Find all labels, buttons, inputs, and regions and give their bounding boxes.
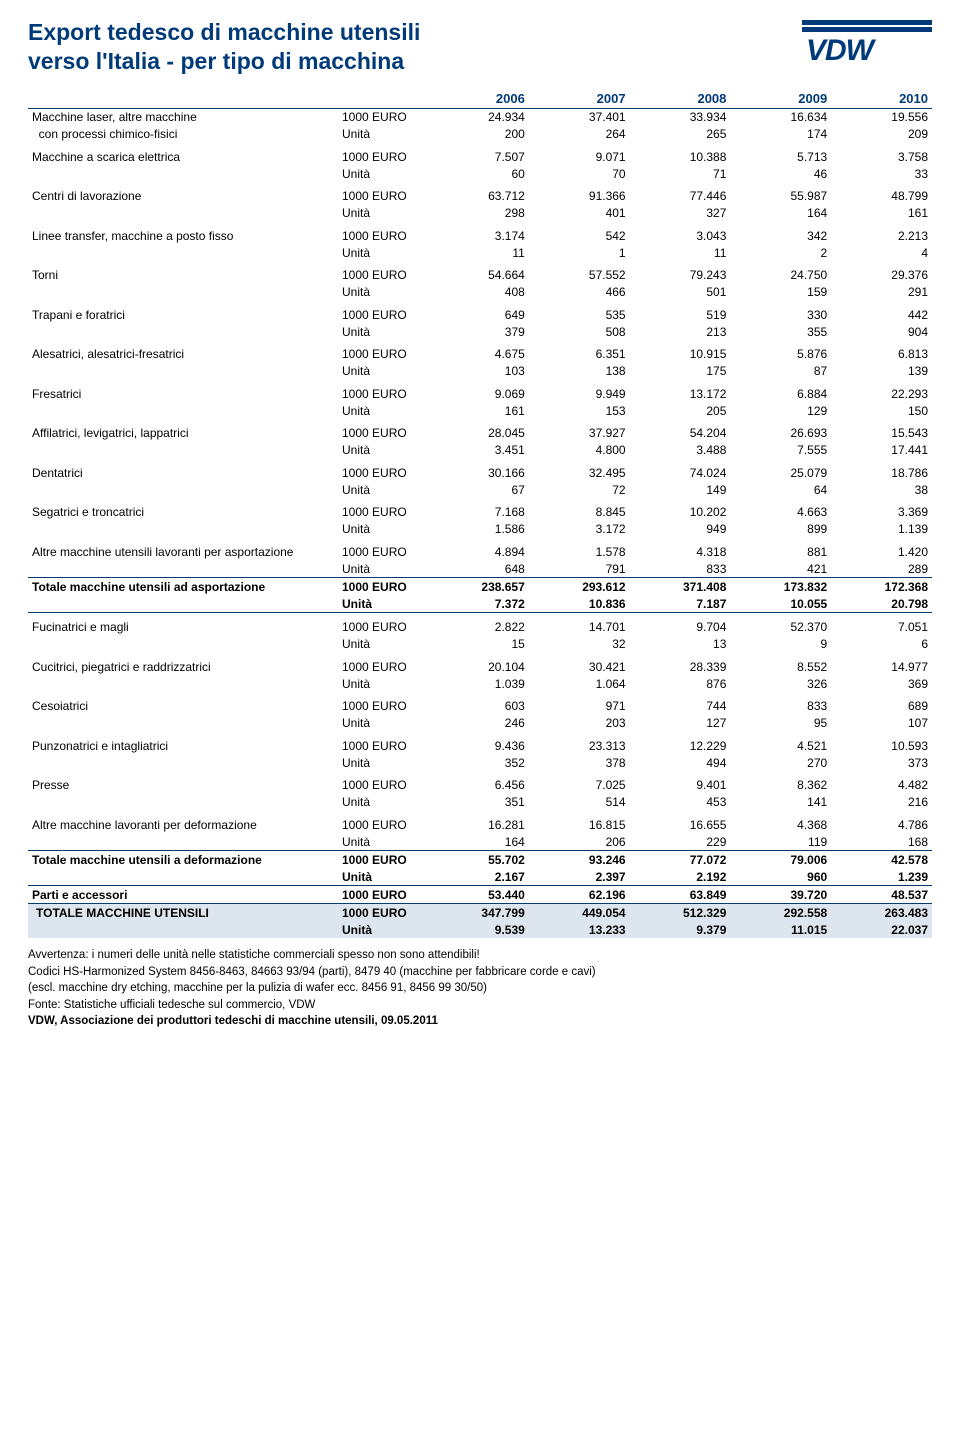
table-row: Unità1.0391.064876326369: [28, 675, 932, 692]
table-row: Presse1000 EURO6.4567.0259.4018.3624.482: [28, 771, 932, 794]
table-row: Unità351514453141216: [28, 794, 932, 811]
table-row: Unità1111124: [28, 244, 932, 261]
table-row: Unità15321396: [28, 636, 932, 653]
table-row: Trapani e foratrici1000 EURO649535519330…: [28, 301, 932, 324]
table-row: Unità6070714633: [28, 165, 932, 182]
footnote-line: Codici HS-Harmonized System 8456-8463, 8…: [28, 965, 932, 981]
year-header: 2007: [529, 90, 630, 109]
table-row: Unità1.5863.1729498991.139: [28, 521, 932, 538]
table-row: Punzonatrici e intagliatrici1000 EURO9.4…: [28, 732, 932, 755]
title-block: Export tedesco di macchine utensili vers…: [28, 18, 420, 76]
table-body: Macchine laser, altre macchine1000 EURO2…: [28, 108, 932, 938]
table-row: Unità648791833421289: [28, 560, 932, 578]
footnotes: Avvertenza: i numeri delle unità nelle s…: [28, 948, 932, 1030]
data-table: 2006 2007 2008 2009 2010 Macchine laser,…: [28, 90, 932, 939]
subtotal-row: Unità2.1672.3972.1929601.239: [28, 868, 932, 886]
grand-total-row: Unità9.53913.2339.37911.01522.037: [28, 921, 932, 938]
footnote-line: Avvertenza: i numeri delle unità nelle s…: [28, 948, 932, 964]
table-row: Unità379508213355904: [28, 323, 932, 340]
grand-total-row: TOTALE MACCHINE UTENSILI1000 EURO347.799…: [28, 904, 932, 922]
table-row: Cucitrici, piegatrici e raddrizzatrici10…: [28, 653, 932, 676]
table-row: Unità3.4514.8003.4887.55517.441: [28, 442, 932, 459]
table-row: Fresatrici1000 EURO9.0699.94913.1726.884…: [28, 380, 932, 403]
table-row: Unità298401327164161: [28, 205, 932, 222]
table-row: Macchine a scarica elettrica1000 EURO7.5…: [28, 143, 932, 166]
table-row: Unità10313817587139: [28, 363, 932, 380]
table-row: Torni1000 EURO54.66457.55279.24324.75029…: [28, 261, 932, 284]
svg-text:VDW: VDW: [806, 34, 877, 64]
table-row: Unità408466501159291: [28, 284, 932, 301]
year-header: 2009: [730, 90, 831, 109]
table-row: Fucinatrici e magli1000 EURO2.82214.7019…: [28, 613, 932, 636]
table-row: Unità67721496438: [28, 481, 932, 498]
table-row: Altre macchine utensili lavoranti per as…: [28, 538, 932, 561]
table-row: Altre macchine lavoranti per deformazion…: [28, 811, 932, 834]
table-row: Macchine laser, altre macchine1000 EURO2…: [28, 108, 932, 126]
subtotal-row: Unità7.37210.8367.18710.05520.798: [28, 595, 932, 613]
year-header: 2010: [831, 90, 932, 109]
table-row: Centri di lavorazione1000 EURO63.71291.3…: [28, 182, 932, 205]
table-row: Unità24620312795107: [28, 715, 932, 732]
subtotal-row: Totale macchine utensili a deformazione1…: [28, 851, 932, 869]
table-row: Segatrici e troncatrici1000 EURO7.1688.8…: [28, 498, 932, 521]
vdw-logo: VDW: [802, 18, 932, 67]
page-title-line-2: verso l'Italia - per tipo di macchina: [28, 47, 420, 76]
footnote-line: (escl. macchine dry etching, macchine pe…: [28, 981, 932, 997]
table-row: Unità164206229119168: [28, 833, 932, 851]
table-header: 2006 2007 2008 2009 2010: [28, 90, 932, 109]
table-row: Linee transfer, macchine a posto fisso10…: [28, 222, 932, 245]
page-header: Export tedesco di macchine utensili vers…: [28, 18, 932, 76]
subtotal-row: Totale macchine utensili ad asportazione…: [28, 578, 932, 596]
table-row: Cesoiatrici1000 EURO603971744833689: [28, 692, 932, 715]
table-row: Affilatrici, levigatrici, lappatrici1000…: [28, 419, 932, 442]
table-row: con processi chimico-fisiciUnità20026426…: [28, 126, 932, 143]
table-row: Unità352378494270373: [28, 754, 932, 771]
footnote-line: Fonte: Statistiche ufficiali tedesche su…: [28, 998, 932, 1014]
table-row: Dentatrici1000 EURO30.16632.49574.02425.…: [28, 459, 932, 482]
table-row: Unità161153205129150: [28, 402, 932, 419]
table-row: Alesatrici, alesatrici-fresatrici1000 EU…: [28, 340, 932, 363]
year-header: 2006: [428, 90, 529, 109]
parti-row: Parti e accessori1000 EURO53.44062.19663…: [28, 886, 932, 904]
page-title-line-1: Export tedesco di macchine utensili: [28, 18, 420, 47]
year-header: 2008: [630, 90, 731, 109]
footnote-line: VDW, Associazione dei produttori tedesch…: [28, 1014, 932, 1030]
